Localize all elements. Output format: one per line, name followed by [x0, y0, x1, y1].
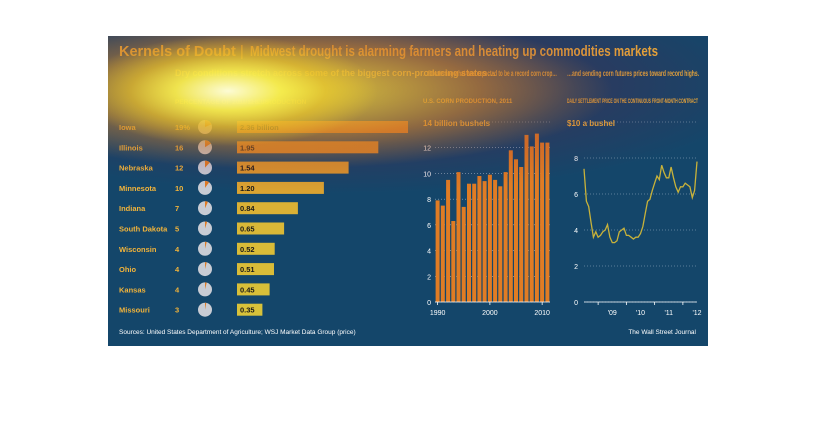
production-bar [472, 183, 477, 302]
sources-note: Sources: United States Department of Agr… [119, 329, 356, 336]
graphic-title: Kernels of Doubt [119, 44, 236, 60]
state-label: Missouri [119, 306, 150, 315]
production-bar [503, 172, 508, 302]
state-percent: 3 [175, 306, 179, 315]
state-value: 2.36 billion [240, 123, 279, 132]
production-bar [529, 146, 534, 302]
price-xtick: '12 [692, 310, 701, 317]
production-ytick: 0 [427, 300, 431, 307]
infographic-panel: Kernels of Doubt | Midwest drought is al… [108, 36, 708, 346]
credit-note: The Wall Street Journal [628, 329, 696, 336]
production-heading: …threatening what was expected to be a r… [423, 69, 557, 78]
production-ytick: 12 [423, 146, 431, 153]
state-label: Illinois [119, 143, 143, 152]
state-label: South Dakota [119, 225, 168, 234]
production-bar [519, 167, 524, 302]
price-ytick: 0 [574, 300, 578, 307]
state-bar [237, 141, 379, 154]
state-label: Nebraska [119, 164, 154, 173]
price-heading: …and sending corn futures prices toward … [567, 69, 699, 78]
chart-canvas: Kernels of Doubt | Midwest drought is al… [119, 44, 702, 336]
state-percent: 5 [175, 225, 179, 234]
state-label: Kansas [119, 285, 146, 294]
production-ytick: 4 [427, 249, 431, 256]
state-percent: 7 [175, 204, 179, 213]
production-xtick: 2010 [534, 310, 550, 317]
production-bar [435, 200, 440, 302]
production-bar [446, 179, 451, 302]
production-bar [493, 179, 498, 302]
state-label: Wisconsin [119, 245, 157, 254]
price-line [583, 161, 698, 244]
production-bar [477, 176, 482, 302]
state-percent: 4 [175, 285, 180, 294]
production-ytick: 6 [427, 223, 431, 230]
production-chart: 0 2 4 6 8 10 12 1990 2000 2010 [423, 121, 550, 317]
production-bar [482, 181, 487, 302]
state-percent: 4 [175, 245, 180, 254]
production-bar [451, 221, 456, 302]
state-label: Indiana [119, 204, 146, 213]
graphic-subtitle: Midwest drought is alarming farmers and … [250, 44, 658, 60]
price-unit-label: $10 a bushel [567, 119, 615, 128]
production-bar [524, 134, 529, 302]
price-xtick: '09 [608, 310, 617, 317]
state-percent: 16 [175, 143, 183, 152]
price-chart: 0 2 4 6 8 '09 '10 '11 '12 [574, 121, 702, 317]
state-percent: 12 [175, 164, 183, 173]
state-label: Ohio [119, 265, 136, 274]
price-ylabel: DAILY SETTLEMENT PRICE ON THE CONTINUOUS… [567, 99, 698, 105]
state-rows: Iowa 19% 2.36 billion Illinois 16 1.95 Nebrask… [119, 120, 408, 317]
production-bar [508, 150, 513, 302]
state-value: 0.84 [240, 204, 255, 213]
production-ylabel: U.S. CORN PRODUCTION, 2011 [423, 99, 513, 105]
price-ytick: 4 [574, 228, 578, 235]
production-unit-label: 14 billion bushels [423, 119, 491, 128]
state-value: 0.52 [240, 245, 255, 254]
production-bar [440, 205, 445, 302]
price-xtick: '11 [664, 310, 673, 317]
production-bar [487, 174, 492, 302]
production-bar [456, 172, 461, 302]
state-value: 0.35 [240, 306, 255, 315]
price-ytick: 2 [574, 264, 578, 271]
price-ytick: 8 [574, 156, 578, 163]
state-percent: 10 [175, 184, 183, 193]
price-ytick: 6 [574, 192, 578, 199]
state-value: 1.95 [240, 143, 255, 152]
state-value-label: BUSHELS [238, 99, 270, 106]
state-label: Minnesota [119, 184, 157, 193]
production-ytick: 10 [423, 171, 431, 178]
state-percent: 4 [175, 265, 180, 274]
production-bar [467, 183, 471, 302]
production-ytick: 8 [427, 197, 431, 204]
production-bar [534, 133, 539, 302]
production-xtick: 1990 [430, 310, 446, 317]
title-separator: | [240, 44, 244, 60]
price-xtick: '10 [636, 310, 645, 317]
state-percent: 19% [175, 123, 190, 132]
state-label: Iowa [119, 123, 136, 132]
state-value: 0.51 [240, 265, 255, 274]
state-value: 0.45 [240, 285, 255, 294]
production-bar [545, 142, 550, 302]
production-xtick: 2000 [482, 310, 498, 317]
state-value: 0.65 [240, 225, 255, 234]
production-bar [498, 186, 503, 302]
production-bar [514, 159, 518, 302]
state-value: 1.20 [240, 184, 255, 193]
production-bar [540, 142, 545, 302]
production-bar [461, 206, 466, 302]
production-ytick: 2 [427, 274, 431, 281]
state-value: 1.54 [240, 164, 255, 173]
